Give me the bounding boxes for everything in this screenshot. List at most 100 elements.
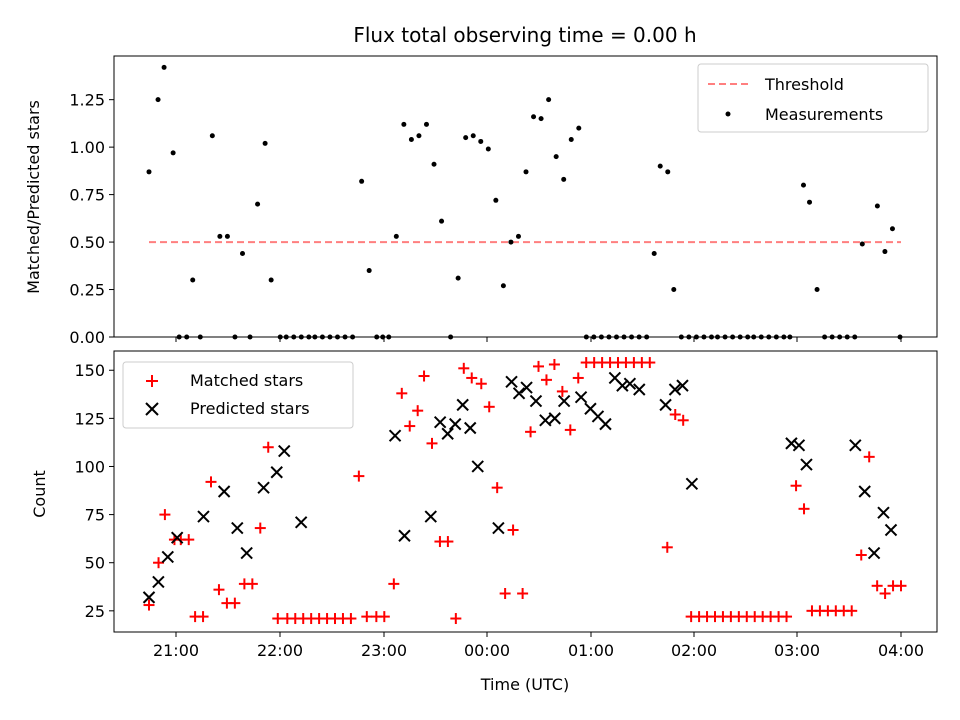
matched-star-point xyxy=(361,611,373,623)
matched-star-point xyxy=(525,426,537,438)
bottom-x-ticks: 21:00 22:00 23:00 00:00 01:00 02:00 03:00 04:00 xyxy=(153,632,924,660)
measurement-point xyxy=(781,334,787,340)
measurement-point xyxy=(359,178,365,184)
measurement-point xyxy=(598,334,604,340)
measurement-point xyxy=(814,287,820,293)
bottom-y-tick-label: 150 xyxy=(74,361,105,380)
predicted-star-point xyxy=(792,439,806,452)
predicted-star-point xyxy=(858,485,871,498)
predicted-star-point xyxy=(685,477,699,491)
legend-matched-swatch xyxy=(146,375,158,387)
predicted-star-point xyxy=(398,529,411,542)
measurement-point xyxy=(380,334,386,340)
matched-star-point xyxy=(556,385,568,397)
legend-measurements-swatch xyxy=(725,111,731,117)
matched-star-point xyxy=(442,536,454,548)
predicted-star-point xyxy=(257,481,270,494)
predicted-star-point xyxy=(161,550,174,564)
bottom-y-axis-label: Count xyxy=(30,470,49,518)
x-tick-label: 00:00 xyxy=(464,641,510,660)
matched-star-point xyxy=(855,549,867,561)
matched-star-point xyxy=(564,424,576,436)
x-axis-label: Time (UTC) xyxy=(480,675,569,694)
measurement-point xyxy=(277,334,283,340)
measurement-point xyxy=(829,334,835,340)
chart-title: Flux total observing time = 0.00 h xyxy=(353,23,696,47)
measurement-point xyxy=(773,334,779,340)
measurement-point xyxy=(247,334,253,340)
matched-star-point xyxy=(517,588,529,600)
measurement-point xyxy=(401,121,407,127)
measurement-point xyxy=(470,133,476,139)
top-y-tick-label: 0.00 xyxy=(69,328,105,347)
matched-star-point xyxy=(159,509,171,521)
bottom-y-tick-label: 75 xyxy=(85,506,105,525)
measurement-point xyxy=(882,249,888,255)
matched-star-point xyxy=(396,387,408,399)
predicted-star-point xyxy=(539,414,552,427)
predicted-star-point xyxy=(676,379,689,392)
predicted-stars-points xyxy=(142,371,898,604)
predicted-star-point xyxy=(388,429,402,442)
measurement-point xyxy=(478,138,484,144)
matched-star-point xyxy=(143,599,155,611)
matched-star-point xyxy=(426,437,438,449)
measurement-point xyxy=(807,199,813,205)
predicted-star-point xyxy=(520,381,533,394)
matched-star-point xyxy=(458,362,470,374)
measurement-point xyxy=(197,334,203,340)
measurement-point xyxy=(715,334,721,340)
measurement-point xyxy=(146,169,152,175)
predicted-star-point xyxy=(800,458,813,471)
measurement-point xyxy=(693,334,699,340)
matched-star-point xyxy=(197,611,209,623)
matched-star-point xyxy=(483,401,495,413)
top-y-ticks: 0.00 0.25 0.50 0.75 1.00 1.25 xyxy=(69,91,114,347)
matched-star-point xyxy=(450,613,462,625)
legend-measurements-label: Measurements xyxy=(765,105,883,124)
predicted-star-point xyxy=(217,485,231,498)
predicted-star-point xyxy=(867,546,881,560)
matched-star-point xyxy=(572,372,584,384)
top-y-tick-label: 0.50 xyxy=(69,233,105,252)
predicted-star-point xyxy=(623,377,637,390)
measurement-point xyxy=(350,334,356,340)
measurement-point xyxy=(239,250,245,256)
measurement-point xyxy=(209,133,215,139)
x-tick-label: 22:00 xyxy=(257,641,303,660)
measurement-point xyxy=(859,241,865,247)
measurement-point xyxy=(224,233,230,239)
measurement-point xyxy=(678,334,684,340)
predicted-star-point xyxy=(231,521,244,535)
matched-star-point xyxy=(895,580,907,592)
measurement-point xyxy=(766,334,772,340)
measurement-point xyxy=(561,176,567,182)
top-legend-box xyxy=(697,63,929,133)
top-y-tick-label: 0.25 xyxy=(69,281,105,300)
matched-stars-points xyxy=(143,357,907,625)
measurement-point xyxy=(722,334,728,340)
matched-star-point xyxy=(246,578,258,590)
measurement-point xyxy=(686,334,692,340)
measurement-point xyxy=(852,334,858,340)
measurement-point xyxy=(889,226,895,232)
measurement-point xyxy=(822,334,828,340)
bottom-y-tick-label: 125 xyxy=(74,409,105,428)
measurement-point xyxy=(591,334,597,340)
matched-star-point xyxy=(540,374,552,386)
measurement-point xyxy=(665,169,671,175)
bottom-axes-frame xyxy=(113,350,938,633)
matched-star-point xyxy=(353,470,365,482)
measurement-point xyxy=(538,116,544,122)
x-tick-label: 01:00 xyxy=(568,641,614,660)
measurement-point xyxy=(463,135,469,141)
x-tick-label: 21:00 xyxy=(153,641,199,660)
matched-star-point xyxy=(345,613,357,625)
measurement-point xyxy=(455,275,461,281)
measurement-point xyxy=(515,233,521,239)
predicted-star-point xyxy=(433,416,447,429)
measurement-point xyxy=(262,140,268,146)
measurement-point xyxy=(335,334,341,340)
predicted-star-point xyxy=(240,546,253,560)
measurement-point xyxy=(606,334,612,340)
